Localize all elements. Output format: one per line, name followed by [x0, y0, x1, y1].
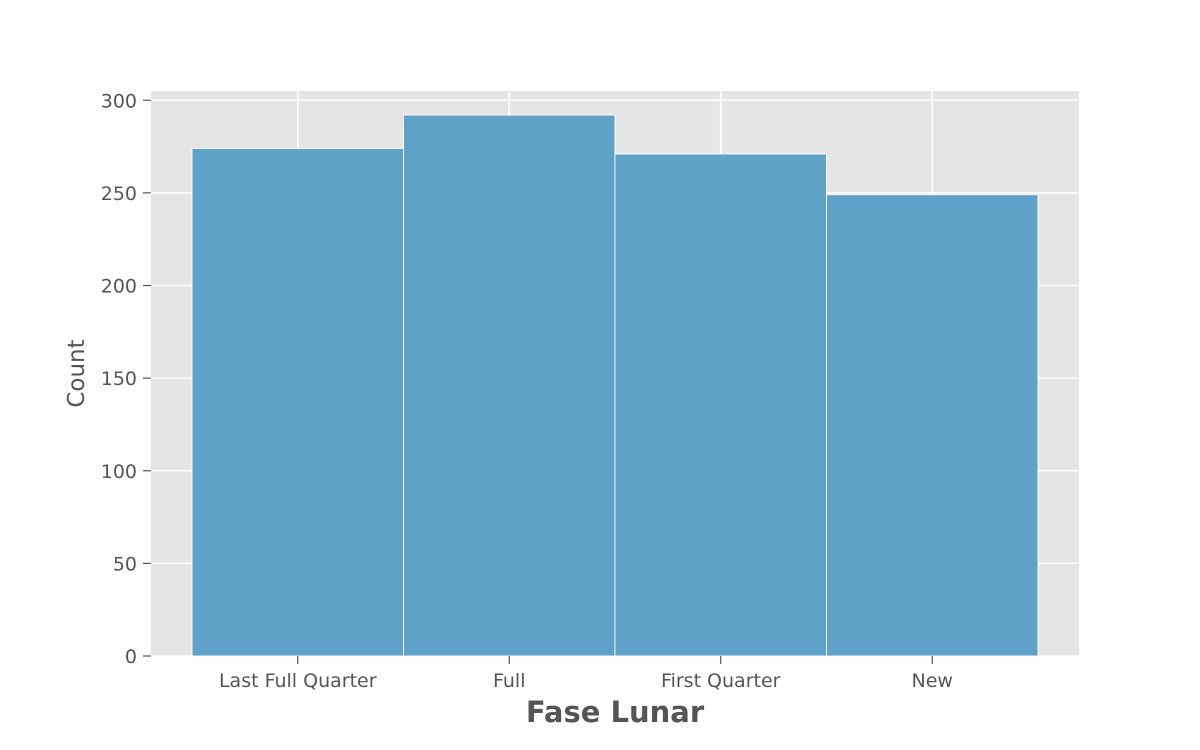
- y-tick-label: 200: [101, 276, 137, 298]
- bars: [191, 114, 1039, 657]
- x-tick-label: First Quarter: [661, 670, 781, 692]
- bar: [826, 194, 1039, 657]
- x-axis-ticks: Last Full Quarter Full First Quarter New: [219, 656, 953, 692]
- y-tick-label: 300: [101, 90, 137, 112]
- x-tick-label: New: [912, 670, 953, 692]
- bar: [191, 147, 404, 657]
- y-axis-title: Count: [64, 339, 90, 407]
- x-tick-label: Full: [493, 670, 526, 692]
- y-tick-label: 50: [113, 553, 137, 575]
- y-tick-label: 150: [101, 368, 137, 390]
- x-tick-label: Last Full Quarter: [219, 670, 377, 692]
- y-axis-ticks: 0 50 100 150 200 250 300: [101, 90, 151, 668]
- x-axis-title: Fase Lunar: [526, 695, 705, 729]
- y-tick-label: 250: [101, 183, 137, 205]
- bar: [403, 114, 616, 657]
- bar: [614, 153, 827, 657]
- y-tick-label: 100: [101, 461, 137, 483]
- y-tick-label: 0: [125, 646, 137, 668]
